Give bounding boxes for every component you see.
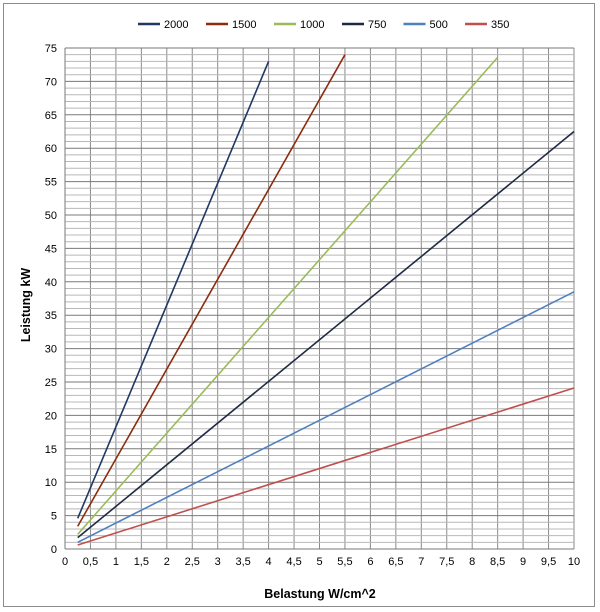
x-tick-label: 3,5 bbox=[236, 556, 251, 568]
y-tick-label: 45 bbox=[45, 243, 57, 255]
legend-label-1500: 1500 bbox=[232, 19, 256, 31]
y-tick-label: 0 bbox=[51, 544, 57, 556]
legend-label-2000: 2000 bbox=[164, 19, 188, 31]
x-tick-label: 1,5 bbox=[134, 556, 149, 568]
x-axis-label: Belastung W/cm^2 bbox=[264, 587, 376, 601]
x-tick-label: 7,5 bbox=[439, 556, 454, 568]
y-tick-label: 30 bbox=[45, 344, 57, 356]
axes bbox=[64, 48, 574, 550]
x-tick-label: 7 bbox=[418, 556, 424, 568]
x-tick-label: 8 bbox=[469, 556, 475, 568]
legend-label-500: 500 bbox=[430, 19, 448, 31]
series-line-2000 bbox=[76, 61, 270, 519]
y-tick-label: 75 bbox=[45, 43, 57, 55]
y-tick-label: 40 bbox=[45, 277, 57, 289]
y-tick-label: 20 bbox=[45, 410, 57, 422]
series-line-500 bbox=[77, 291, 575, 544]
x-tick-label: 6,5 bbox=[388, 556, 403, 568]
y-tick-labels: 0 5 10 15 20 25 30 35 40 45 50 55 60 65 70 75 bbox=[45, 43, 57, 556]
x-tick-label: 2 bbox=[164, 556, 170, 568]
grid-lines bbox=[64, 47, 575, 550]
y-tick-label: 25 bbox=[45, 377, 57, 389]
legend-label-750: 750 bbox=[368, 19, 386, 31]
x-tick-label: 4 bbox=[266, 556, 272, 568]
x-tick-label: 5 bbox=[316, 556, 322, 568]
x-tick-label: 8,5 bbox=[490, 556, 505, 568]
legend: 2000 1500 1000 750 500 350 bbox=[138, 19, 509, 31]
x-tick-label: 6 bbox=[367, 556, 373, 568]
x-tick-label: 9,5 bbox=[541, 556, 556, 568]
y-tick-label: 35 bbox=[45, 310, 57, 322]
y-tick-label: 60 bbox=[45, 143, 57, 155]
series-lines bbox=[76, 54, 575, 546]
y-tick-label: 15 bbox=[45, 444, 57, 456]
x-tick-labels: 0 0,5 1 1,5 2 2,5 3 3,5 4 4,5 5 5,5 6 6,5 7 7,5 8 8,5 9 9,5… bbox=[62, 556, 580, 568]
series-line-1500 bbox=[77, 54, 346, 527]
series-line-350 bbox=[77, 387, 575, 546]
x-tick-label: 5,5 bbox=[337, 556, 352, 568]
series-line-750 bbox=[77, 130, 575, 539]
x-tick-label: 9 bbox=[520, 556, 526, 568]
x-tick-label: 3 bbox=[215, 556, 221, 568]
y-tick-label: 50 bbox=[45, 210, 57, 222]
x-tick-label: 4,5 bbox=[286, 556, 301, 568]
legend-label-1000: 1000 bbox=[300, 19, 324, 31]
x-tick-label: 10 bbox=[568, 556, 580, 568]
x-tick-label: 0,5 bbox=[83, 556, 98, 568]
y-tick-label: 55 bbox=[45, 177, 57, 189]
y-tick-label: 5 bbox=[51, 511, 57, 523]
y-tick-label: 70 bbox=[45, 76, 57, 88]
series-line-1000 bbox=[77, 56, 499, 535]
y-tick-label: 10 bbox=[45, 477, 57, 489]
y-axis-label: Leistung kW bbox=[19, 268, 33, 343]
x-tick-label: 2,5 bbox=[185, 556, 200, 568]
legend-label-350: 350 bbox=[491, 19, 509, 31]
x-tick-label: 1 bbox=[113, 556, 119, 568]
y-tick-label: 65 bbox=[45, 110, 57, 122]
x-tick-label: 0 bbox=[62, 556, 68, 568]
